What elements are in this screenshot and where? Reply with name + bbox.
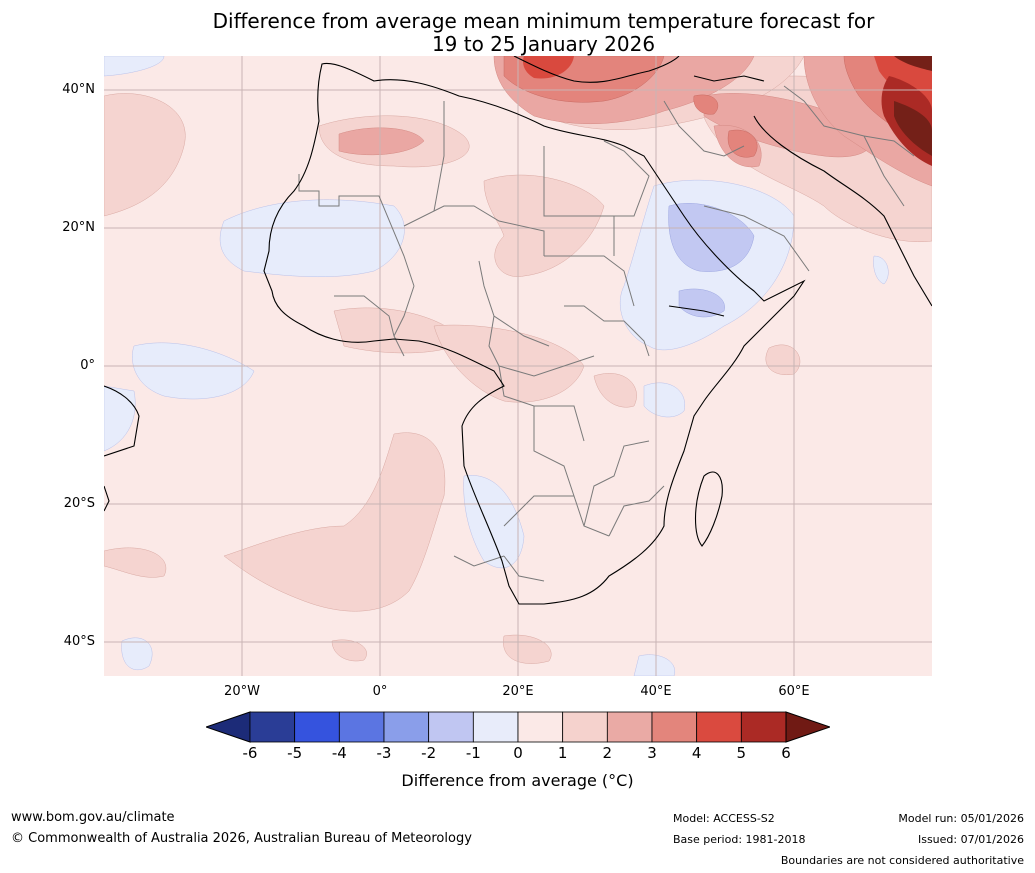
temperature-anomaly-map [104, 56, 932, 676]
lon-label-60e: 60°E [778, 684, 810, 699]
colorbar-under-triangle [206, 711, 251, 743]
colorbar-tick-label: 0 [513, 744, 523, 762]
colorbar-segment [562, 711, 608, 743]
graticule [104, 56, 932, 676]
anomaly-zones-above-6 [894, 56, 932, 156]
lon-label-20e: 20°E [502, 684, 534, 699]
colorbar-segment [651, 711, 698, 743]
colorbar-over-triangle [785, 711, 830, 743]
anomaly-zones-minus-1-to-minus-2 [668, 203, 755, 318]
colorbar-tick-label: -2 [421, 744, 437, 762]
colorbar-segment [472, 711, 519, 743]
colorbar-segment [338, 711, 385, 743]
footer-copyright: © Commonwealth of Australia 2026, Austra… [11, 831, 472, 846]
colorbar-tick-label: -3 [376, 744, 392, 762]
lat-label-20s: 20°S [63, 496, 95, 511]
colorbar-segment [606, 711, 653, 743]
colorbar-segment [249, 711, 296, 743]
lat-label-40s: 40°S [63, 634, 95, 649]
colorbar-label: Difference from average (°C) [401, 771, 634, 790]
colorbar-tick-label: 3 [647, 744, 657, 762]
footer-disclaimer: Boundaries are not considered authoritat… [780, 854, 1024, 867]
footer-base-period: Base period: 1981-2018 [673, 833, 806, 846]
footer-issued: Issued: 07/01/2026 [917, 833, 1024, 846]
colorbar-tick-label: 6 [781, 744, 791, 762]
colorbar-segment [517, 711, 564, 743]
colorbar-tick-label: -6 [242, 744, 258, 762]
colorbar-tick-label: -1 [465, 744, 481, 762]
footer-model: Model: ACCESS-S2 [673, 812, 775, 825]
title-line-1: Difference from average mean minimum tem… [212, 9, 875, 33]
lat-label-0: 0° [80, 358, 95, 373]
coastlines [104, 56, 932, 605]
colorbar [206, 711, 830, 743]
colorbar-segment [294, 711, 340, 743]
colorbar-tick-label: 2 [602, 744, 613, 762]
chart-title: Difference from average mean minimum tem… [0, 10, 1035, 56]
lat-label-20n: 20°N [62, 220, 95, 235]
lon-label-20w: 20°W [224, 684, 260, 699]
title-line-2: 19 to 25 January 2026 [431, 32, 656, 56]
colorbar-tick-label: -5 [287, 744, 303, 762]
colorbar-tick-label: 1 [557, 744, 568, 762]
colorbar-segment [383, 711, 430, 743]
colorbar-tick-label: -4 [331, 744, 347, 762]
footer-model-run: Model run: 05/01/2026 [898, 812, 1024, 825]
colorbar-segment [428, 711, 474, 743]
colorbar-segment [696, 711, 742, 743]
colorbar-tick-label: 5 [736, 744, 747, 762]
lat-label-40n: 40°N [62, 82, 95, 97]
lon-label-0: 0° [372, 684, 388, 699]
country-borders [298, 85, 915, 582]
footer-url[interactable]: www.bom.gov.au/climate [11, 810, 175, 825]
lon-label-40e: 40°E [640, 684, 672, 699]
colorbar-tick-label: 4 [691, 744, 702, 762]
colorbar-segment [740, 711, 787, 743]
